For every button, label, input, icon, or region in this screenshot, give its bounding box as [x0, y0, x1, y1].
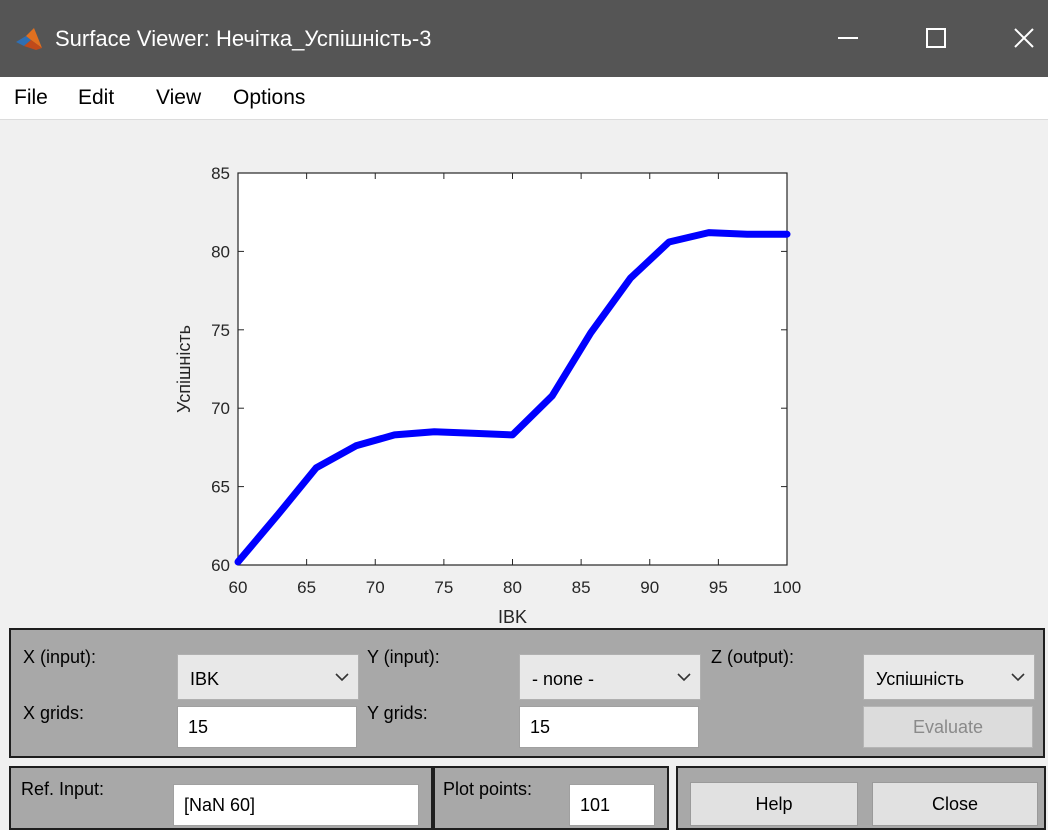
y-axis-label: Успішність: [174, 325, 194, 413]
ref-input-value: [NaN 60]: [184, 795, 256, 815]
plot-points-input[interactable]: 101: [569, 784, 655, 826]
x-tick-label: 70: [366, 578, 385, 597]
chevron-down-icon: [326, 655, 358, 699]
y-grids-value: 15: [530, 717, 551, 737]
z-output-value: Успішність: [876, 669, 964, 689]
menu-file[interactable]: File: [14, 86, 48, 109]
x-input-select[interactable]: IBK: [177, 654, 359, 700]
maximize-icon: [926, 28, 946, 48]
y-grids-input[interactable]: 15: [519, 706, 699, 748]
chevron-down-icon: [1002, 655, 1034, 699]
y-tick-label: 65: [211, 478, 230, 497]
x-input-value: IBK: [190, 669, 220, 689]
x-tick-label: 80: [503, 578, 522, 597]
y-tick-label: 85: [211, 164, 230, 183]
evaluate-button[interactable]: Evaluate: [863, 706, 1033, 748]
x-axis-label: IBK: [498, 607, 527, 627]
x-tick-label: 100: [773, 578, 801, 597]
plot-area: 60 65 70 75 80 85 90 95 100 60 65 70 75 80 85 IBK Успішн…: [0, 120, 1048, 628]
menu-bar: File Edit View Options: [0, 77, 1048, 120]
ref-input-panel: Ref. Input: [NaN 60]: [9, 766, 433, 830]
buttons-panel: Help Close: [676, 766, 1046, 830]
close-window-button[interactable]: [994, 12, 1048, 64]
surface-chart: 60 65 70 75 80 85 90 95 100 60 65 70 75 80 85 IBK Успішн…: [174, 164, 801, 627]
z-output-label: Z (output):: [711, 647, 795, 667]
y-input-label: Y (input):: [367, 647, 440, 667]
ref-input-label: Ref. Input:: [21, 779, 105, 799]
variables-panel: X (input): IBK Y (input): - none - Z (ou…: [9, 628, 1045, 758]
x-tick-label: 95: [709, 578, 728, 597]
x-grids-input[interactable]: 15: [177, 706, 357, 748]
chevron-down-icon: [668, 655, 700, 699]
matlab-logo-icon: [16, 28, 42, 50]
close-icon: [1014, 28, 1034, 48]
plot-points-panel: Plot points: 101: [433, 766, 669, 830]
plot-points-label: Plot points:: [443, 779, 533, 799]
y-grids-label: Y grids:: [367, 703, 428, 723]
x-tick-label: 75: [434, 578, 453, 597]
minimize-button[interactable]: [818, 12, 878, 64]
help-button[interactable]: Help: [690, 782, 858, 826]
x-grids-value: 15: [188, 717, 209, 737]
x-grids-label: X grids:: [23, 703, 85, 723]
series-line: [234, 229, 791, 566]
y-tick-label: 60: [211, 556, 230, 575]
x-tick-label: 65: [297, 578, 316, 597]
z-output-select[interactable]: Успішність: [863, 654, 1035, 700]
y-input-select[interactable]: - none -: [519, 654, 701, 700]
x-tick-label: 60: [229, 578, 248, 597]
menu-options[interactable]: Options: [233, 86, 306, 109]
ref-input-field[interactable]: [NaN 60]: [173, 784, 419, 826]
y-tick-label: 70: [211, 399, 230, 418]
y-tick-label: 80: [211, 242, 230, 261]
maximize-button[interactable]: [906, 12, 966, 64]
x-input-label: X (input):: [23, 647, 97, 667]
title-bar: Surface Viewer: Нечітка_Успішність-3: [0, 0, 1048, 77]
y-input-value: - none -: [532, 669, 595, 689]
plot-points-value: 101: [580, 795, 611, 815]
window-title: Surface Viewer: Нечітка_Успішність-3: [55, 26, 432, 51]
close-button[interactable]: Close: [872, 782, 1038, 826]
menu-view[interactable]: View: [156, 86, 202, 109]
minimize-icon: [838, 37, 858, 39]
y-tick-label: 75: [211, 321, 230, 340]
x-tick-label: 85: [572, 578, 591, 597]
x-tick-label: 90: [640, 578, 659, 597]
menu-edit[interactable]: Edit: [78, 86, 115, 109]
